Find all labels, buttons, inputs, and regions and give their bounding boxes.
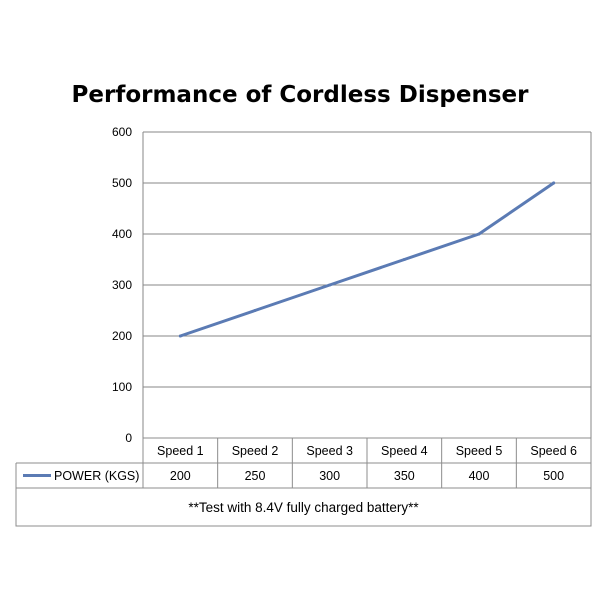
x-tick-label: Speed 5 [456, 444, 503, 458]
y-tick-label: 600 [112, 125, 132, 139]
x-tick-label: Speed 4 [381, 444, 428, 458]
data-label: 300 [319, 469, 340, 483]
x-tick-label: Speed 2 [232, 444, 279, 458]
series-layer [178, 181, 556, 338]
series-line [178, 181, 556, 338]
data-label: 200 [170, 469, 191, 483]
data-point [552, 181, 556, 185]
data-point [477, 232, 481, 236]
data-point [328, 283, 332, 287]
gridlines [142, 131, 592, 438]
x-tick-label: Speed 3 [306, 444, 353, 458]
y-axis-ticks: 0 100 200 300 400 500 600 [112, 125, 132, 445]
footnote-box: **Test with 8.4V fully charged battery** [15, 487, 592, 527]
data-table: Speed 1 Speed 2 Speed 3 Speed 4 Speed 5 Speed… [15, 437, 592, 489]
x-tick-label: Speed 6 [530, 444, 577, 458]
data-point [253, 309, 257, 312]
data-point [402, 258, 406, 261]
data-label: 250 [245, 469, 266, 483]
series-name: POWER (KGS) [54, 469, 139, 483]
data-point [178, 334, 182, 338]
data-label: 350 [394, 469, 415, 483]
y-tick-label: 500 [112, 176, 132, 190]
data-label: 400 [469, 469, 490, 483]
data-label: 500 [543, 469, 564, 483]
y-tick-label: 0 [125, 431, 132, 445]
footnote-text: **Test with 8.4V fully charged battery** [188, 500, 419, 515]
y-tick-label: 100 [112, 380, 132, 394]
y-tick-label: 400 [112, 227, 132, 241]
chart-title: Performance of Cordless Dispenser [71, 82, 529, 108]
footnote-border [15, 487, 592, 527]
y-tick-label: 200 [112, 329, 132, 343]
x-tick-label: Speed 1 [157, 444, 204, 458]
y-tick-label: 300 [112, 278, 132, 292]
